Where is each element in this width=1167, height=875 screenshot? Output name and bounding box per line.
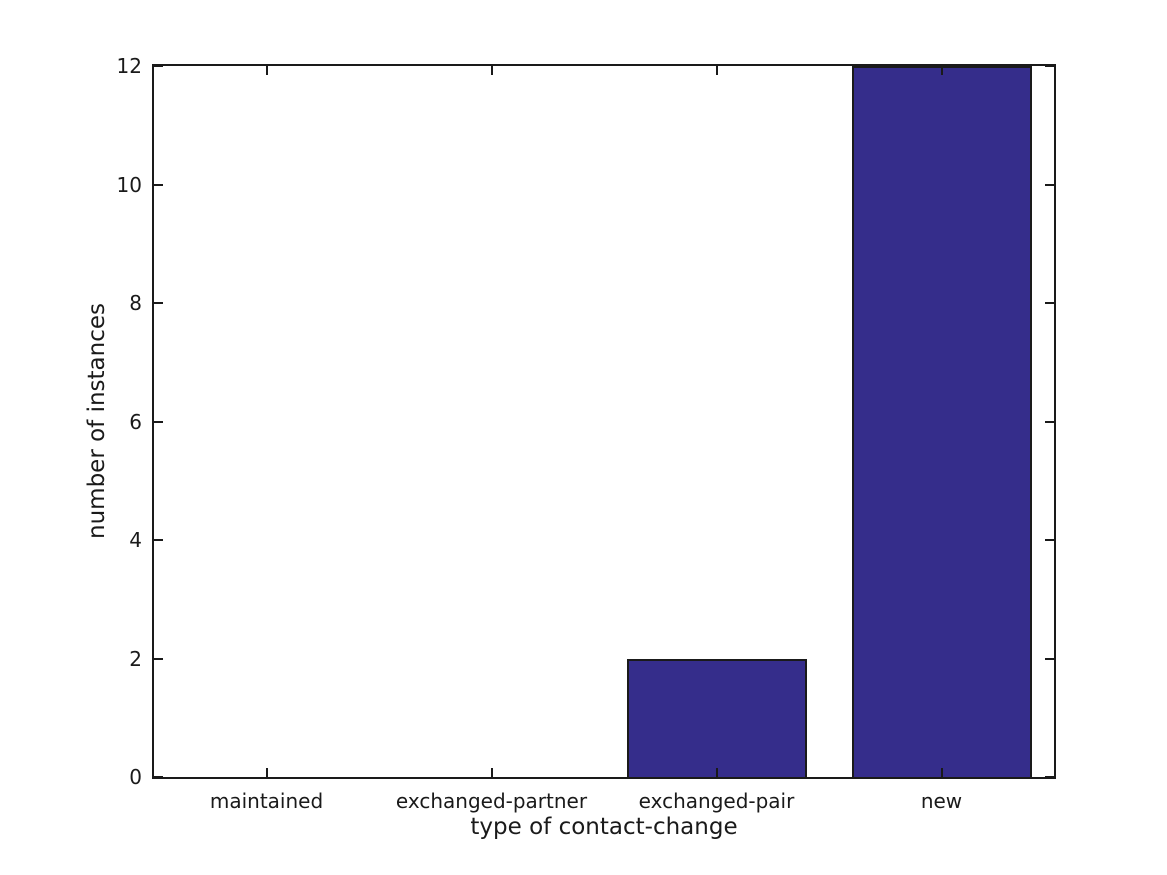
y-axis-title: number of instances <box>84 303 110 539</box>
x-tick-label-new: new <box>920 789 963 813</box>
y-tick-right-8 <box>1045 302 1054 304</box>
y-tick-label-12: 12 <box>116 54 142 78</box>
y-tick-left-12 <box>154 65 163 67</box>
plot-area <box>152 64 1056 779</box>
x-tick-top-new <box>940 66 943 75</box>
y-tick-left-10 <box>154 183 163 186</box>
bar-exchanged-pair <box>626 658 807 777</box>
y-tick-label-8: 8 <box>129 291 142 315</box>
x-tick-label-maintained: maintained <box>209 789 324 813</box>
bar-new <box>851 66 1032 777</box>
y-tick-left-4 <box>154 539 163 541</box>
x-tick-bottom-exchanged-partner <box>490 768 493 777</box>
y-tick-right-2 <box>1045 657 1054 660</box>
y-tick-right-4 <box>1045 539 1054 541</box>
x-tick-label-exchanged-partner: exchanged-partner <box>395 789 588 813</box>
x-tick-top-maintained <box>265 66 268 75</box>
y-tick-label-0: 0 <box>129 765 142 789</box>
y-tick-label-4: 4 <box>129 528 142 552</box>
y-tick-left-2 <box>154 657 163 660</box>
x-tick-top-exchanged-partner <box>490 66 493 75</box>
x-axis-title: type of contact-change <box>470 814 738 840</box>
y-tick-left-8 <box>154 302 163 304</box>
y-tick-right-12 <box>1045 65 1054 67</box>
y-tick-label-6: 6 <box>129 409 142 434</box>
x-tick-label-exchanged-pair: exchanged-pair <box>638 789 795 813</box>
y-tick-left-6 <box>154 420 163 423</box>
x-tick-bottom-new <box>940 768 943 777</box>
y-tick-right-0 <box>1045 776 1054 778</box>
y-tick-left-0 <box>154 776 163 778</box>
y-tick-right-10 <box>1045 183 1054 186</box>
y-tick-label-2: 2 <box>129 646 142 671</box>
y-tick-right-6 <box>1045 420 1054 423</box>
x-tick-top-exchanged-pair <box>715 66 718 75</box>
x-tick-bottom-maintained <box>265 768 268 777</box>
x-tick-bottom-exchanged-pair <box>715 768 718 777</box>
y-tick-label-10: 10 <box>116 172 142 197</box>
